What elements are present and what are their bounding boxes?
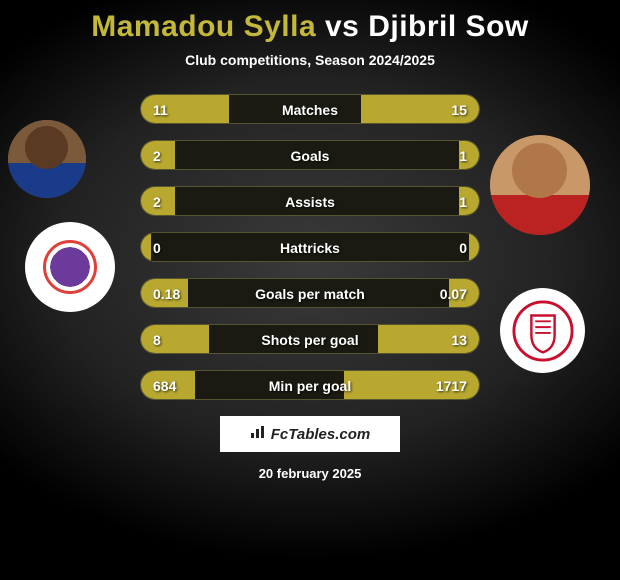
- logo-text: FcTables.com: [271, 426, 370, 443]
- stat-label: Matches: [141, 95, 479, 124]
- stats-table: 1115Matches 21Goals 21Assists 00Hattricks 0.…: [140, 94, 480, 400]
- subtitle: Club competitions, Season 2024/2025: [0, 52, 620, 68]
- stat-label: Shots per goal: [141, 325, 479, 354]
- stat-label: Min per goal: [141, 371, 479, 400]
- site-logo: FcTables.com: [220, 416, 400, 452]
- stat-label: Assists: [141, 187, 479, 216]
- date-text: 20 february 2025: [0, 466, 620, 481]
- player2-club-crest: [500, 288, 585, 373]
- player2-avatar: [490, 135, 590, 235]
- comparison-title: Mamadou Sylla vs Djibril Sow: [0, 10, 620, 44]
- chart-icon: [250, 425, 266, 443]
- vs-text: vs: [325, 10, 359, 43]
- stat-label: Goals: [141, 141, 479, 170]
- player1-avatar: [8, 120, 86, 198]
- stat-row: 0.180.07Goals per match: [140, 278, 480, 308]
- player1-club-crest: [25, 222, 115, 312]
- stat-row: 6841717Min per goal: [140, 370, 480, 400]
- stat-row: 21Goals: [140, 140, 480, 170]
- stat-row: 00Hattricks: [140, 232, 480, 262]
- player2-name: Djibril Sow: [368, 10, 529, 43]
- player1-name: Mamadou Sylla: [91, 10, 316, 43]
- stat-label: Hattricks: [141, 233, 479, 262]
- stat-row: 1115Matches: [140, 94, 480, 124]
- stat-label: Goals per match: [141, 279, 479, 308]
- stat-row: 813Shots per goal: [140, 324, 480, 354]
- stat-row: 21Assists: [140, 186, 480, 216]
